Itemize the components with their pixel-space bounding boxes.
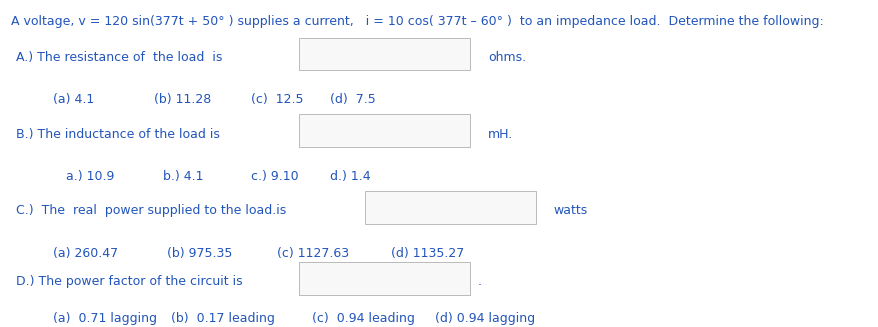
Text: ohms.: ohms. — [487, 51, 525, 64]
Text: (b)  0.17 leading: (b) 0.17 leading — [171, 312, 275, 325]
Text: b.) 4.1: b.) 4.1 — [162, 170, 203, 183]
Text: (a) 260.47: (a) 260.47 — [53, 247, 118, 260]
Text: (b) 975.35: (b) 975.35 — [167, 247, 232, 260]
FancyBboxPatch shape — [299, 262, 470, 295]
Text: (d) 1135.27: (d) 1135.27 — [391, 247, 464, 260]
FancyBboxPatch shape — [364, 191, 536, 224]
Text: a.) 10.9: a.) 10.9 — [66, 170, 114, 183]
Text: C.)  The  real  power supplied to the load.is: C.) The real power supplied to the load.… — [16, 204, 285, 217]
Text: A voltage, v = 120 sin(377t + 50° ) supplies a current,   i = 10 cos( 377t – 60°: A voltage, v = 120 sin(377t + 50° ) supp… — [11, 15, 823, 28]
Text: B.) The inductance of the load is: B.) The inductance of the load is — [16, 128, 220, 141]
Text: (c) 1127.63: (c) 1127.63 — [277, 247, 349, 260]
Text: (c)  0.94 leading: (c) 0.94 leading — [312, 312, 414, 325]
Text: .: . — [477, 275, 481, 288]
Text: (a)  0.71 lagging: (a) 0.71 lagging — [53, 312, 156, 325]
Text: (d)  7.5: (d) 7.5 — [329, 93, 375, 106]
Text: c.) 9.10: c.) 9.10 — [250, 170, 298, 183]
Text: (b) 11.28: (b) 11.28 — [154, 93, 211, 106]
Text: (a) 4.1: (a) 4.1 — [53, 93, 94, 106]
Text: d.) 1.4: d.) 1.4 — [329, 170, 370, 183]
Text: mH.: mH. — [487, 128, 513, 141]
FancyBboxPatch shape — [299, 38, 470, 70]
Text: A.) The resistance of  the load  is: A.) The resistance of the load is — [16, 51, 222, 64]
Text: watts: watts — [553, 204, 587, 217]
Text: (d) 0.94 lagging: (d) 0.94 lagging — [435, 312, 535, 325]
Text: D.) The power factor of the circuit is: D.) The power factor of the circuit is — [16, 275, 242, 288]
FancyBboxPatch shape — [299, 114, 470, 147]
Text: (c)  12.5: (c) 12.5 — [250, 93, 303, 106]
